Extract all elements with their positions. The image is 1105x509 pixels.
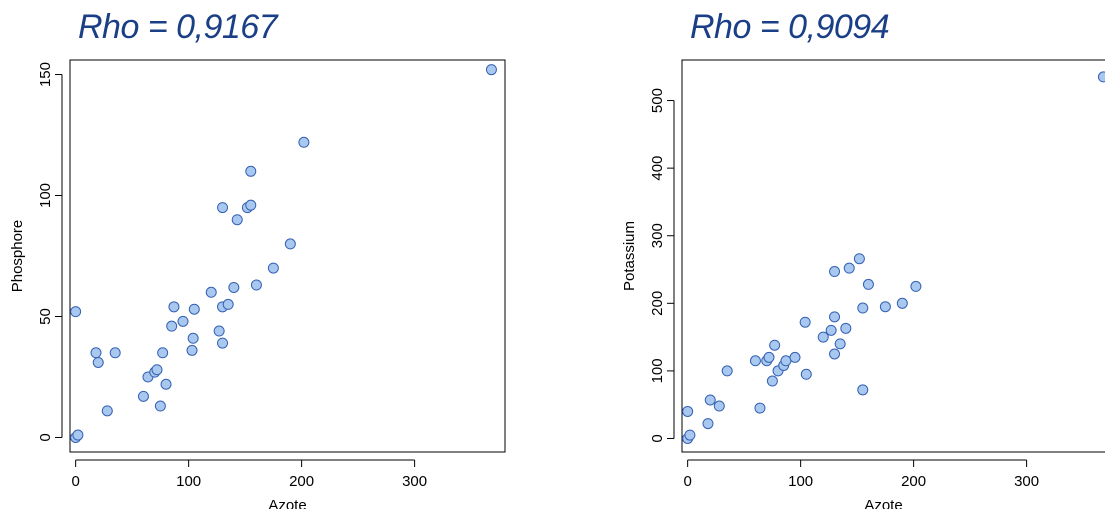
left-data-point bbox=[157, 347, 169, 359]
right-data-point bbox=[817, 331, 829, 343]
right-data-point bbox=[769, 339, 781, 351]
right-y-axis-label: Potassium bbox=[621, 221, 638, 291]
left-data-point bbox=[231, 214, 243, 226]
right-y-tick-label: 0 bbox=[649, 434, 666, 442]
right-data-point bbox=[829, 266, 841, 278]
left-y-tick-label: 0 bbox=[37, 433, 54, 441]
left-data-point bbox=[166, 320, 178, 332]
left-data-point bbox=[217, 337, 229, 349]
right-data-point bbox=[829, 348, 841, 360]
right-data-point bbox=[754, 402, 766, 414]
right-data-point bbox=[704, 394, 716, 406]
left-x-tick-label: 200 bbox=[289, 473, 314, 490]
right-data-point bbox=[896, 297, 908, 309]
right-x-axis-label: Azote bbox=[864, 497, 902, 509]
right-x-tick-label: 0 bbox=[683, 473, 691, 490]
left-y-tick-label: 150 bbox=[37, 62, 54, 87]
left-data-point bbox=[151, 364, 163, 376]
right-data-point bbox=[684, 429, 696, 441]
left-data-point bbox=[154, 400, 166, 412]
left-y-axis-label: Phosphore bbox=[9, 220, 26, 293]
right-data-point bbox=[840, 322, 852, 334]
left-y-tick-label: 100 bbox=[37, 183, 54, 208]
left-data-point bbox=[177, 315, 189, 327]
right-data-point bbox=[829, 311, 841, 323]
right-plot-frame bbox=[681, 59, 1105, 453]
right-y-tick-label: 100 bbox=[649, 358, 666, 383]
right-data-point bbox=[682, 405, 694, 417]
chart-title-left: Rho = 0,9167 bbox=[78, 8, 278, 46]
left-data-point bbox=[109, 347, 121, 359]
right-data-point bbox=[862, 278, 874, 290]
left-x-axis-label: Azote bbox=[268, 497, 306, 509]
left-data-point bbox=[245, 199, 257, 211]
right-data-point bbox=[857, 384, 869, 396]
left-data-point bbox=[187, 332, 199, 344]
right-data-point bbox=[721, 365, 733, 377]
right-data-point bbox=[834, 338, 846, 350]
left-data-point bbox=[72, 429, 84, 441]
right-data-point bbox=[843, 262, 855, 274]
right-y-tick-label: 200 bbox=[649, 291, 666, 316]
right-data-point bbox=[879, 301, 891, 313]
right-data-point bbox=[789, 351, 801, 363]
right-data-point bbox=[749, 355, 761, 367]
right-y-tick-label: 400 bbox=[649, 156, 666, 181]
chart-title-right: Rho = 0,9094 bbox=[690, 8, 890, 46]
left-data-point bbox=[186, 344, 198, 356]
right-y-tick-label: 300 bbox=[649, 223, 666, 248]
left-x-tick-label: 300 bbox=[402, 473, 427, 490]
right-data-point bbox=[763, 351, 775, 363]
left-data-point bbox=[245, 165, 257, 177]
right-x-tick-label: 300 bbox=[1014, 473, 1039, 490]
left-data-point bbox=[213, 325, 225, 337]
left-data-point bbox=[90, 347, 102, 359]
right-data-point bbox=[780, 355, 792, 367]
right-y-tick-label: 500 bbox=[649, 88, 666, 113]
left-x-tick-label: 0 bbox=[71, 473, 79, 490]
left-data-point bbox=[485, 64, 497, 76]
left-data-point bbox=[250, 279, 262, 291]
left-data-point bbox=[228, 281, 240, 293]
left-data-point bbox=[160, 378, 172, 390]
right-data-point bbox=[825, 324, 837, 336]
right-x-tick-label: 100 bbox=[788, 473, 813, 490]
right-data-point bbox=[766, 375, 778, 387]
left-plot-frame bbox=[69, 59, 506, 453]
left-data-point bbox=[284, 238, 296, 250]
left-data-point bbox=[101, 405, 113, 417]
right-data-point bbox=[800, 368, 812, 380]
left-data-point bbox=[188, 303, 200, 315]
right-data-point bbox=[1097, 71, 1105, 83]
right-data-point bbox=[910, 280, 922, 292]
left-x-tick-label: 100 bbox=[176, 473, 201, 490]
left-y-tick-label: 50 bbox=[37, 308, 54, 325]
left-data-point bbox=[168, 301, 180, 313]
left-data-point bbox=[222, 298, 234, 310]
left-data-point bbox=[298, 136, 310, 148]
left-data-point bbox=[267, 262, 279, 274]
right-x-tick-label: 200 bbox=[901, 473, 926, 490]
left-data-point bbox=[217, 202, 229, 214]
right-data-point bbox=[853, 253, 865, 265]
left-data-point bbox=[205, 286, 217, 298]
right-data-point bbox=[857, 302, 869, 314]
left-data-point bbox=[70, 306, 82, 318]
left-data-point bbox=[92, 356, 104, 368]
right-data-point bbox=[702, 418, 714, 430]
right-data-point bbox=[799, 316, 811, 328]
left-data-point bbox=[137, 390, 149, 402]
right-data-point bbox=[713, 400, 725, 412]
